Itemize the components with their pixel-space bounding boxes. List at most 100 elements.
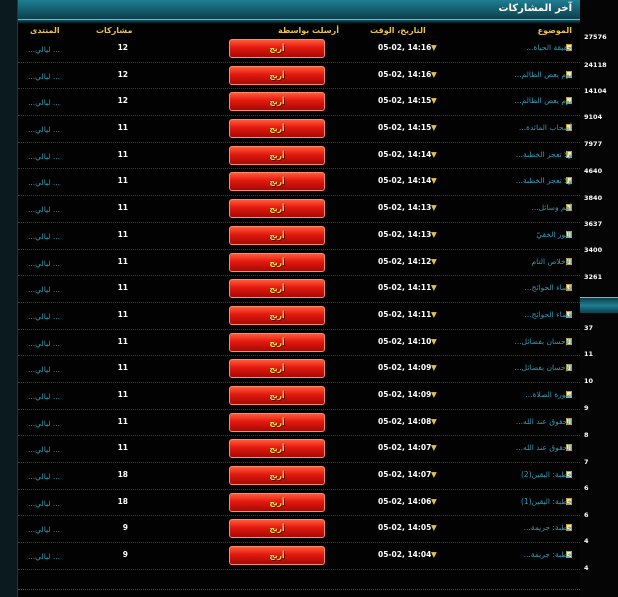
triangle-down-icon[interactable]: ▼ xyxy=(431,550,437,560)
poster-button[interactable]: أريج xyxy=(229,359,325,379)
topic-title[interactable]: النور الخفيّ xyxy=(536,229,572,239)
triangle-down-icon[interactable]: ▼ xyxy=(431,523,437,533)
poster-button[interactable]: أريج xyxy=(229,39,325,58)
topic-link[interactable]: يوم يعض الظالم... xyxy=(514,70,572,79)
topic-link[interactable]: أصحاب المائدة... xyxy=(519,123,572,132)
poster-button[interactable]: أريج xyxy=(229,92,325,112)
triangle-down-icon[interactable]: ▼ xyxy=(431,203,437,213)
triangle-down-icon[interactable]: ▼ xyxy=(431,149,437,159)
triangle-down-icon[interactable]: ▼ xyxy=(431,336,437,346)
topic-link[interactable]: قضاء الحوائج... xyxy=(524,283,572,292)
poster-button[interactable]: أريج xyxy=(229,439,325,459)
triangle-down-icon[interactable]: ▼ xyxy=(431,283,437,293)
poster-button[interactable]: أريج xyxy=(229,279,325,299)
topic-title[interactable]: الإخلاص التام xyxy=(531,256,573,266)
topic-title[interactable]: خطبة: اليقين(2) xyxy=(520,470,572,479)
poster-button[interactable]: أريج xyxy=(229,412,325,432)
forum-link[interactable]: ... ليالي... xyxy=(28,45,61,54)
poster-button[interactable]: أريج xyxy=(229,65,325,85)
triangle-down-icon[interactable]: ▼ xyxy=(431,123,437,133)
forum-link[interactable]: ... ليالي... xyxy=(28,498,61,508)
forum-link[interactable]: ... ليالي... xyxy=(28,151,61,161)
triangle-down-icon[interactable]: ▼ xyxy=(431,363,437,373)
topic-link[interactable]: ولا تعجز الخطبة... xyxy=(516,150,572,159)
triangle-down-icon[interactable]: ▼ xyxy=(431,309,437,319)
forum-link[interactable]: ... ليالي... xyxy=(28,231,61,241)
poster-button[interactable]: أريج xyxy=(229,492,325,512)
topic-title[interactable]: يوم يعض الظالم... xyxy=(514,69,572,79)
triangle-down-icon[interactable]: ▼ xyxy=(431,496,437,506)
forum-link[interactable]: ... ليالي... xyxy=(28,391,61,401)
topic-title[interactable]: قضاء الحوائج... xyxy=(524,309,572,319)
topic-link[interactable]: قضاء الحوائج... xyxy=(524,310,572,319)
triangle-down-icon[interactable]: ▼ xyxy=(431,416,437,426)
forum-link[interactable]: ... ليالي... xyxy=(28,205,61,215)
topic-link[interactable]: ولا تعجز الخطبة... xyxy=(516,176,572,185)
triangle-down-icon[interactable]: ▼ xyxy=(431,69,437,79)
forum-link[interactable]: ... ليالي... xyxy=(28,178,61,188)
topic-link[interactable]: يوم يعض الظالم... xyxy=(514,96,572,105)
poster-button[interactable]: أريج xyxy=(229,172,325,192)
topic-title[interactable]: يوم يعض الظالم... xyxy=(514,96,572,106)
poster-button[interactable]: أريج xyxy=(229,305,325,325)
topic-link[interactable]: الإحسان بفضائل... xyxy=(515,337,572,346)
poster-button[interactable]: أريج xyxy=(229,199,325,219)
topic-title[interactable]: الإحسان بفضائل... xyxy=(514,363,572,373)
poster-button[interactable]: أريج xyxy=(229,332,325,352)
topic-link[interactable]: خطبة: جريمة... xyxy=(524,523,572,532)
topic-link[interactable]: النور الخفيّ xyxy=(536,230,572,239)
topic-link[interactable]: أهم وسائل... xyxy=(531,203,572,212)
forum-link[interactable]: ... ليالي... xyxy=(28,125,61,135)
forum-link[interactable]: ... ليالي... xyxy=(28,552,61,562)
topic-title[interactable]: خطبة: جريمة... xyxy=(523,550,572,560)
poster-button[interactable]: أريج xyxy=(229,385,325,405)
poster-button[interactable]: أريج xyxy=(229,466,325,485)
topic-link[interactable]: صورة الصلاة... xyxy=(525,390,572,399)
triangle-down-icon[interactable]: ▼ xyxy=(431,229,437,239)
poster-button[interactable]: أريج xyxy=(229,546,325,566)
topic-title[interactable]: ولا تعجز الخطبة... xyxy=(515,149,572,159)
topic-link[interactable]: خطبة: اليقين(2) xyxy=(521,470,572,479)
forum-link[interactable]: ... ليالي... xyxy=(28,258,61,268)
topic-link[interactable]: حقيقة الحياة... xyxy=(526,43,572,52)
topic-title[interactable]: ولا تعجز الخطبة... xyxy=(515,176,572,186)
forum-link[interactable]: ... ليالي... xyxy=(28,472,61,481)
forum-link[interactable]: ... ليالي... xyxy=(28,285,61,295)
forum-link[interactable]: ... ليالي... xyxy=(28,71,61,81)
topic-title[interactable]: أصحاب المائدة... xyxy=(518,123,572,133)
triangle-down-icon[interactable]: ▼ xyxy=(431,256,437,266)
forum-link[interactable]: ... ليالي... xyxy=(28,365,61,375)
forum-link[interactable]: ... ليالي... xyxy=(28,98,61,108)
topic-title[interactable]: خطبة: جريمة... xyxy=(523,523,572,533)
topic-title[interactable]: خطبة: اليقين(1) xyxy=(520,496,572,506)
topic-title[interactable]: الحقوق عند الله... xyxy=(515,416,572,426)
forum-link[interactable]: ... ليالي... xyxy=(28,338,61,348)
poster-button[interactable]: أريج xyxy=(229,145,325,165)
triangle-down-icon[interactable]: ▼ xyxy=(431,389,437,399)
topic-title[interactable]: حقيقة الحياة... xyxy=(526,43,572,52)
poster-button[interactable]: أريج xyxy=(229,225,325,245)
topic-title[interactable]: قضاء الحوائج... xyxy=(524,283,572,293)
triangle-down-icon[interactable]: ▼ xyxy=(431,470,437,479)
forum-link[interactable]: ... ليالي... xyxy=(28,525,61,535)
topic-link[interactable]: الحقوق عند الله... xyxy=(516,417,572,426)
topic-title[interactable]: الحقوق عند الله... xyxy=(515,443,572,453)
topic-link[interactable]: الإخلاص التام xyxy=(532,257,572,266)
poster-button[interactable]: أريج xyxy=(229,119,325,139)
topic-title[interactable]: صورة الصلاة... xyxy=(525,389,572,399)
forum-link[interactable]: ... ليالي... xyxy=(28,445,61,455)
topic-link[interactable]: خطبة: جريمة... xyxy=(524,550,572,559)
poster-button[interactable]: أريج xyxy=(229,252,325,272)
triangle-down-icon[interactable]: ▼ xyxy=(431,96,437,106)
forum-link[interactable]: ... ليالي... xyxy=(28,311,61,321)
topic-title[interactable]: الإحسان بفضائل... xyxy=(514,336,572,346)
topic-link[interactable]: الحقوق عند الله... xyxy=(516,443,572,452)
triangle-down-icon[interactable]: ▼ xyxy=(431,43,437,52)
triangle-down-icon[interactable]: ▼ xyxy=(431,443,437,453)
forum-link[interactable]: ... ليالي... xyxy=(28,418,61,428)
topic-title[interactable]: أهم وسائل... xyxy=(531,203,572,213)
poster-button[interactable]: أريج xyxy=(229,519,325,539)
topic-link[interactable]: خطبة: اليقين(1) xyxy=(521,497,572,506)
triangle-down-icon[interactable]: ▼ xyxy=(431,176,437,186)
topic-link[interactable]: الإحسان بفضائل... xyxy=(515,363,572,372)
